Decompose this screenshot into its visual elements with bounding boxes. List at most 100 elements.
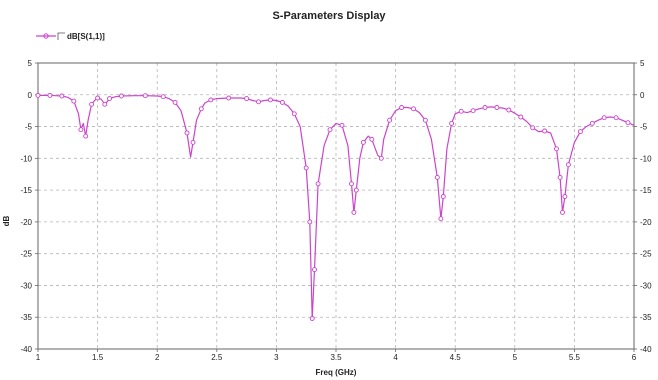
y-tick-label-right: 5 — [640, 59, 645, 68]
data-point — [279, 99, 285, 105]
data-point — [303, 165, 309, 171]
x-axis-label: Freq (GHz) — [316, 368, 357, 377]
data-point — [349, 181, 354, 187]
y-axis-label: dB — [2, 215, 11, 226]
data-point — [542, 128, 548, 134]
data-point — [339, 122, 345, 128]
x-tick-label: 3.5 — [330, 353, 342, 362]
y-tick-label-right: -10 — [640, 154, 652, 163]
data-point — [360, 139, 366, 145]
y-tick-label-right: -40 — [640, 345, 652, 354]
y-tick-label-left: 5 — [28, 59, 33, 68]
data-point — [59, 93, 65, 99]
x-tick-label: 4 — [393, 353, 398, 362]
x-tick-label: 1 — [36, 353, 41, 362]
data-point — [327, 127, 333, 133]
grid — [38, 63, 634, 349]
x-tick-label: 6 — [632, 353, 637, 362]
x-tick-label: 3 — [274, 353, 279, 362]
y-tick-label-left: -30 — [20, 281, 32, 290]
data-point — [560, 209, 565, 215]
y-tick-label-right: 0 — [640, 91, 645, 100]
data-point — [267, 97, 273, 103]
data-point — [565, 162, 571, 168]
data-point — [47, 92, 53, 98]
data-point — [369, 136, 375, 142]
data-point — [89, 101, 95, 107]
data-point — [518, 114, 524, 120]
legend: dB[S(1,1)] — [36, 32, 105, 41]
data-point — [83, 133, 89, 139]
data-point — [601, 115, 607, 121]
data-point — [440, 194, 446, 199]
data-point — [577, 129, 583, 135]
data-point — [315, 181, 321, 187]
y-tick-label-left: -15 — [20, 186, 32, 195]
data-point — [309, 316, 315, 321]
data-point — [589, 120, 595, 126]
y-tick-label-right: -20 — [640, 218, 652, 227]
data-point — [387, 117, 393, 123]
data-point — [107, 96, 112, 102]
data-point — [244, 96, 250, 102]
y-tick-label-left: -40 — [20, 345, 32, 354]
data-point — [494, 105, 500, 110]
data-point — [422, 117, 428, 123]
x-tick-label: 5 — [513, 353, 518, 362]
data-point — [256, 99, 261, 105]
y-tick-label-left: -35 — [20, 313, 32, 322]
data-point — [307, 219, 313, 225]
plot-area — [37, 62, 635, 350]
y-tick-label-right: -35 — [640, 313, 652, 322]
series-group — [35, 92, 635, 321]
y-tick-label-right: -5 — [640, 123, 648, 132]
data-point — [291, 111, 297, 117]
y-tick-label-left: -10 — [20, 154, 32, 163]
chart-title: S-Parameters Display — [272, 10, 386, 22]
data-point — [312, 267, 317, 273]
data-point — [160, 94, 166, 100]
data-point — [208, 97, 214, 103]
data-point — [613, 115, 619, 121]
data-point — [411, 106, 416, 112]
data-point — [78, 127, 84, 133]
data-point — [71, 98, 77, 104]
data-point — [482, 105, 488, 110]
data-point — [102, 101, 108, 107]
data-point — [562, 194, 568, 199]
y-tick-label-left: 0 — [28, 91, 33, 100]
data-point — [35, 92, 41, 98]
data-point — [198, 106, 204, 112]
ticks: 1 1.5 2 2.5 3 3.5 4 4.5 5 5.5 6 5 5 0 0 -5 -5 -10 -10 -15 -1… — [20, 59, 652, 362]
legend-marker — [43, 33, 49, 39]
data-point — [554, 146, 559, 152]
legend-label: dB[S(1,1)] — [67, 32, 105, 41]
y-tick-label-left: -25 — [20, 250, 32, 259]
data-point — [438, 216, 444, 222]
data-point — [353, 187, 359, 193]
data-point — [118, 93, 124, 99]
data-point — [378, 155, 384, 161]
y-tick-label-right: -30 — [640, 281, 652, 290]
data-point — [458, 108, 464, 114]
data-point — [226, 95, 232, 101]
data-point — [399, 105, 405, 110]
data-point — [172, 99, 178, 105]
data-point — [625, 120, 631, 126]
y-tick-label-right: -25 — [640, 250, 652, 259]
data-point — [449, 120, 455, 126]
legend-bracket-icon — [57, 32, 65, 40]
x-tick-label: 5.5 — [569, 353, 581, 362]
y-tick-label-right: -15 — [640, 186, 652, 195]
data-point — [142, 93, 148, 99]
data-point — [434, 174, 440, 180]
y-tick-label-left: -20 — [20, 218, 32, 227]
x-tick-label: 1.5 — [92, 353, 104, 362]
data-point — [530, 125, 536, 131]
x-tick-label: 2.5 — [211, 353, 223, 362]
data-point — [190, 139, 196, 145]
x-tick-label: 2 — [155, 353, 160, 362]
x-tick-label: 4.5 — [450, 353, 462, 362]
data-point — [351, 209, 357, 215]
